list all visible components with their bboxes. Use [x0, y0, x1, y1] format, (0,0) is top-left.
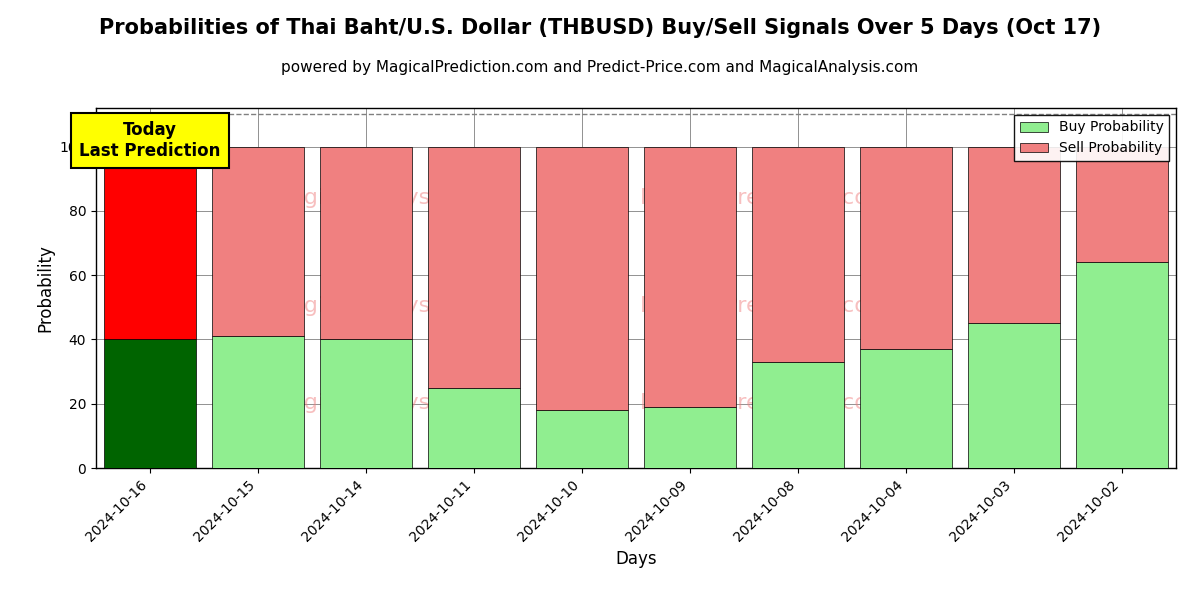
Text: Today
Last Prediction: Today Last Prediction — [79, 121, 221, 160]
Bar — [860, 146, 952, 349]
Text: MagicalPrediction.com: MagicalPrediction.com — [641, 393, 890, 413]
Text: MagicalPrediction.com: MagicalPrediction.com — [641, 296, 890, 316]
Text: powered by MagicalPrediction.com and Predict-Price.com and MagicalAnalysis.com: powered by MagicalPrediction.com and Pre… — [281, 60, 919, 75]
Bar — [104, 146, 196, 340]
Text: MagicalPrediction.com: MagicalPrediction.com — [641, 188, 890, 208]
Text: MagicalAnalysis.com: MagicalAnalysis.com — [271, 393, 504, 413]
Bar — [860, 349, 952, 468]
Bar — [1076, 146, 1168, 262]
Bar — [212, 146, 304, 336]
Bar — [968, 323, 1060, 468]
Bar — [428, 146, 520, 388]
Bar — [428, 388, 520, 468]
Bar — [644, 146, 736, 407]
Y-axis label: Probability: Probability — [36, 244, 54, 332]
Bar — [1076, 262, 1168, 468]
Bar — [752, 146, 844, 362]
Text: Probabilities of Thai Baht/U.S. Dollar (THBUSD) Buy/Sell Signals Over 5 Days (Oc: Probabilities of Thai Baht/U.S. Dollar (… — [98, 18, 1102, 38]
Bar — [212, 336, 304, 468]
Bar — [752, 362, 844, 468]
Bar — [320, 340, 412, 468]
Bar — [104, 340, 196, 468]
Bar — [644, 407, 736, 468]
Text: MagicalAnalysis.com: MagicalAnalysis.com — [271, 188, 504, 208]
Bar — [320, 146, 412, 340]
Legend: Buy Probability, Sell Probability: Buy Probability, Sell Probability — [1014, 115, 1169, 161]
Bar — [536, 146, 628, 410]
X-axis label: Days: Days — [616, 550, 656, 568]
Text: MagicalAnalysis.com: MagicalAnalysis.com — [271, 296, 504, 316]
Bar — [536, 410, 628, 468]
Bar — [968, 146, 1060, 323]
